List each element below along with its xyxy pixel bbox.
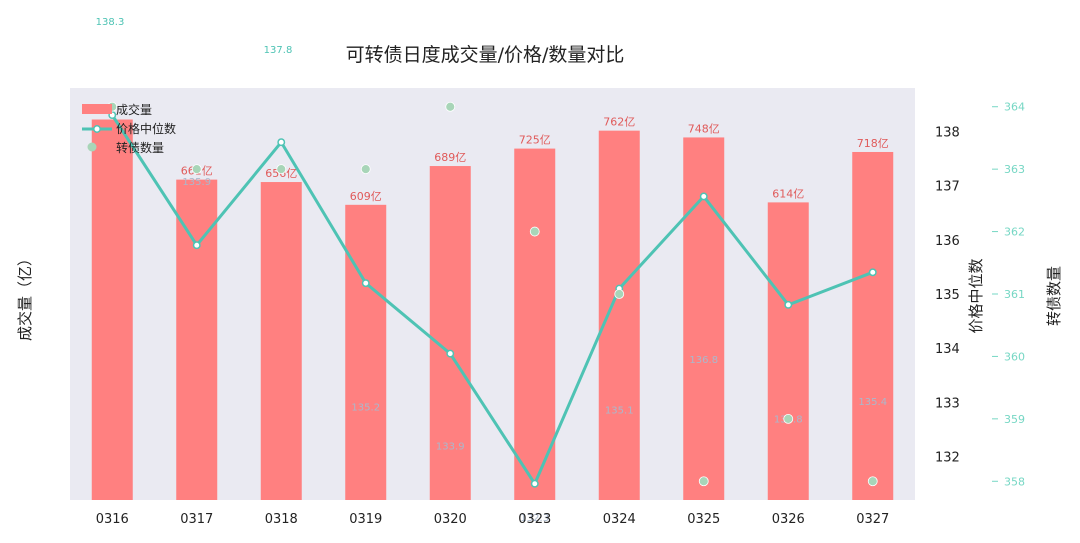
scatter-point xyxy=(191,164,202,175)
bar-label: 689亿 xyxy=(434,151,466,164)
bar-0317 xyxy=(176,179,218,500)
right2-tick-label: 364 xyxy=(1004,101,1025,114)
line-point xyxy=(699,192,708,201)
right1-axis-label: 价格中位数 xyxy=(967,258,985,333)
line-label: 132.3 xyxy=(520,513,549,524)
bar-0320 xyxy=(429,166,471,500)
legend-bar-swatch xyxy=(82,104,112,114)
scatter-point xyxy=(698,476,709,487)
legend-bar-label: 成交量 xyxy=(116,102,152,117)
line-point xyxy=(784,300,793,309)
right2-axis-label: 转债数量 xyxy=(1045,266,1063,326)
right2-tick-label: 360 xyxy=(1004,350,1025,363)
line-point xyxy=(530,479,539,488)
scatter-point xyxy=(445,101,456,112)
x-tick-label: 0316 xyxy=(96,512,129,527)
chart-title: 可转债日度成交量/价格/数量对比 xyxy=(346,44,625,66)
line-point xyxy=(868,268,877,277)
bar-label: 748亿 xyxy=(688,122,720,135)
line-point xyxy=(192,241,201,250)
line-point xyxy=(361,279,370,288)
right2-axis: 358 359 360 361 362 363 364 xyxy=(992,101,1025,488)
x-tick-label: 0320 xyxy=(434,512,467,527)
right1-tick-label: 138 xyxy=(935,125,960,140)
right1-tick-label: 133 xyxy=(935,396,960,411)
x-tick-label: 0317 xyxy=(180,512,213,527)
line-label: 135.4 xyxy=(858,397,887,408)
x-tick-label: 0323 xyxy=(518,512,551,527)
line-path xyxy=(110,114,874,486)
bar-0319 xyxy=(345,204,387,500)
line-label: 138.3 xyxy=(96,17,125,28)
scatter-point xyxy=(783,413,794,424)
bar-series: 661亿656亿609亿689亿725亿762亿748亿614亿718亿 xyxy=(91,116,894,500)
bar-label: 609亿 xyxy=(350,190,382,203)
scatter-point xyxy=(614,289,625,299)
right2-tick-label: 358 xyxy=(1004,475,1025,488)
bar-0318 xyxy=(260,182,302,500)
right1-tick-label: 132 xyxy=(935,451,960,466)
right1-axis: 132 133 134 135 136 137 138 xyxy=(935,125,960,465)
line-label: 137.8 xyxy=(264,45,293,56)
right1-tick-label: 136 xyxy=(935,234,960,249)
bar-0316 xyxy=(91,119,133,500)
bar-0324 xyxy=(598,130,640,500)
bar-0323 xyxy=(514,148,556,500)
line-label: 133.9 xyxy=(436,441,465,452)
bar-label: 762亿 xyxy=(603,116,635,129)
right2-tick-label: 359 xyxy=(1004,413,1025,426)
legend-line-marker xyxy=(93,125,101,133)
bar-0327 xyxy=(852,151,894,500)
right2-tick-label: 362 xyxy=(1004,226,1025,239)
line-label: 135.9 xyxy=(182,177,211,188)
bar-label: 718亿 xyxy=(857,137,889,150)
scatter-point xyxy=(360,164,371,175)
x-tick-label: 0318 xyxy=(265,512,298,527)
bar-0325 xyxy=(683,137,725,500)
right1-tick-label: 135 xyxy=(935,288,960,303)
scatter-point xyxy=(276,164,287,175)
legend-line-label: 价格中位数 xyxy=(116,121,176,136)
x-tick-label: 0327 xyxy=(856,512,889,527)
legend-scatter-label: 转债数量 xyxy=(116,140,164,155)
right1-tick-label: 134 xyxy=(935,342,960,357)
line-point xyxy=(446,349,455,358)
bar-label: 614亿 xyxy=(772,187,804,200)
x-tick-label: 0324 xyxy=(603,512,636,527)
x-axis: 0316 0317 0318 0319 0320 0323 0324 0325 0326 0327 xyxy=(96,512,890,527)
right1-tick-label: 137 xyxy=(935,180,960,195)
x-tick-label: 0326 xyxy=(772,512,805,527)
right2-tick-label: 363 xyxy=(1004,163,1025,176)
right2-tick-label: 361 xyxy=(1004,288,1025,301)
line-label: 135.2 xyxy=(351,403,380,414)
left-axis-label: 成交量（亿） xyxy=(16,251,34,341)
x-tick-label: 0319 xyxy=(349,512,382,527)
scatter-point xyxy=(529,226,540,237)
bar-0326 xyxy=(767,202,809,500)
line-point xyxy=(277,138,286,147)
x-tick-label: 0325 xyxy=(687,512,720,527)
scatter-point xyxy=(867,476,878,487)
legend-scatter-marker xyxy=(87,142,97,152)
line-label: 135.1 xyxy=(605,406,634,417)
bar-label: 725亿 xyxy=(519,134,551,147)
line-label: 136.8 xyxy=(689,355,718,366)
